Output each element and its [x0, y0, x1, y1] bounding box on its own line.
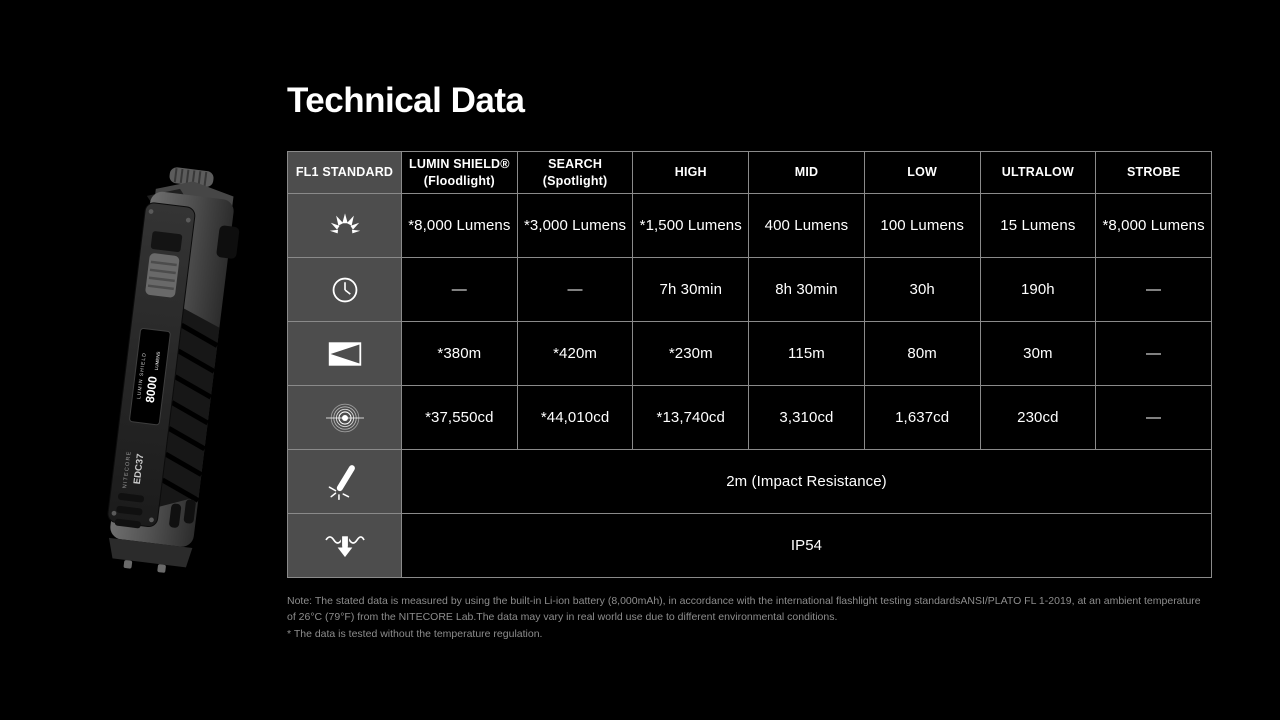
table-row-beam-intensity: *37,550cd *44,010cd *13,740cd 3,310cd 1,…: [287, 385, 1212, 450]
spec-cell: —: [1095, 385, 1212, 450]
header-search: SEARCH (Spotlight): [516, 151, 634, 194]
spec-cell-span: IP54: [401, 513, 1212, 578]
flashlight-tail: [108, 537, 193, 573]
footnote: Note: The stated data is measured by usi…: [287, 593, 1212, 642]
spec-cell: 115m: [748, 321, 865, 386]
spec-cell: 230cd: [979, 385, 1097, 450]
spec-table: FL1 STANDARD LUMIN SHIELD® (Floodlight) S…: [287, 151, 1212, 578]
beam-intensity-icon: [325, 403, 364, 432]
brand-text: NITECORE: [122, 450, 133, 488]
spec-cell: 100 Lumens: [863, 193, 981, 258]
brightness-icon: [329, 212, 360, 233]
spec-cell: *230m: [632, 321, 750, 386]
spec-cell: *8,000 Lumens: [401, 193, 518, 258]
header-strobe: STROBE: [1095, 151, 1212, 194]
spec-cell: —: [516, 257, 634, 322]
spec-cell: 30m: [979, 321, 1097, 386]
icon-cell: [287, 385, 402, 450]
spec-cell: 1,637cd: [863, 385, 981, 450]
icon-cell: [287, 257, 402, 322]
beam-distance-icon: [328, 341, 361, 366]
spec-cell: 30h: [863, 257, 981, 322]
spec-cell: 190h: [979, 257, 1097, 322]
runtime-icon: [332, 277, 357, 302]
header-fl1-standard: FL1 STANDARD: [287, 151, 402, 194]
header-ultralow: ULTRALOW: [979, 151, 1097, 194]
spec-cell: —: [401, 257, 518, 322]
icon-cell: [287, 193, 402, 258]
spec-cell: *37,550cd: [401, 385, 518, 450]
table-row-brightness: *8,000 Lumens *3,000 Lumens *1,500 Lumen…: [287, 193, 1212, 258]
spec-cell: 3,310cd: [748, 385, 865, 450]
footnote-line-1: Note: The stated data is measured by usi…: [287, 595, 1201, 624]
table-header-row: FL1 STANDARD LUMIN SHIELD® (Floodlight) S…: [287, 151, 1212, 194]
flashlight-side-switch: [216, 225, 240, 259]
flashlight-slider-switch: [145, 231, 183, 298]
header-mid: MID: [748, 151, 865, 194]
spec-cell: *44,010cd: [516, 385, 634, 450]
spec-cell: 15 Lumens: [979, 193, 1097, 258]
spec-cell: *1,500 Lumens: [632, 193, 750, 258]
table-row-runtime: — — 7h 30min 8h 30min 30h 190h —: [287, 257, 1212, 322]
main-content: Technical Data FL1 STANDARD LUMIN SHIELD…: [287, 80, 1215, 642]
header-lumin-shield: LUMIN SHIELD® (Floodlight): [401, 151, 518, 194]
icon-cell: [287, 321, 402, 386]
page-title: Technical Data: [287, 81, 525, 120]
display-mode-text: LUMIN SHIELD: [136, 352, 148, 399]
display-lumens-unit: LUMENS: [154, 351, 161, 370]
header-low: LOW: [863, 151, 981, 194]
header-high: HIGH: [632, 151, 750, 194]
spec-cell: —: [1095, 321, 1212, 386]
spec-cell: *3,000 Lumens: [516, 193, 634, 258]
table-row-beam-distance: *380m *420m *230m 115m 80m 30m —: [287, 321, 1212, 386]
impact-resistance-icon: [328, 464, 355, 500]
spec-cell: *13,740cd: [632, 385, 750, 450]
flashlight-display: LUMIN SHIELD 8000 LUMENS: [129, 327, 171, 426]
footnote-line-2: * The data is tested without the tempera…: [287, 627, 543, 640]
table-row-impact: 2m (Impact Resistance): [287, 449, 1212, 514]
spec-cell: 8h 30min: [748, 257, 865, 322]
spec-cell: 7h 30min: [632, 257, 750, 322]
svg-text:8000 LUMENS: 8000 LUMENS: [141, 350, 164, 404]
flashlight-vents: [114, 492, 196, 529]
spec-cell: —: [1095, 257, 1212, 322]
model-text: EDC37: [132, 453, 147, 485]
spec-cell-span: 2m (Impact Resistance): [401, 449, 1212, 514]
flashlight-image: LUMIN SHIELD 8000 LUMENS NITECORE EDC37: [107, 167, 240, 573]
display-lumens-value: 8000: [143, 375, 160, 404]
product-image: LUMIN SHIELD 8000 LUMENS NITECORE EDC37: [70, 162, 270, 582]
spec-cell: *8,000 Lumens: [1095, 193, 1212, 258]
flashlight-grip: [159, 308, 220, 507]
waterproof-icon: [324, 534, 365, 559]
spec-cell: *420m: [516, 321, 634, 386]
icon-cell: [287, 513, 402, 578]
spec-cell: 400 Lumens: [748, 193, 865, 258]
spec-cell: 80m: [863, 321, 981, 386]
table-row-waterproof: IP54: [287, 513, 1212, 578]
spec-cell: *380m: [401, 321, 518, 386]
icon-cell: [287, 449, 402, 514]
